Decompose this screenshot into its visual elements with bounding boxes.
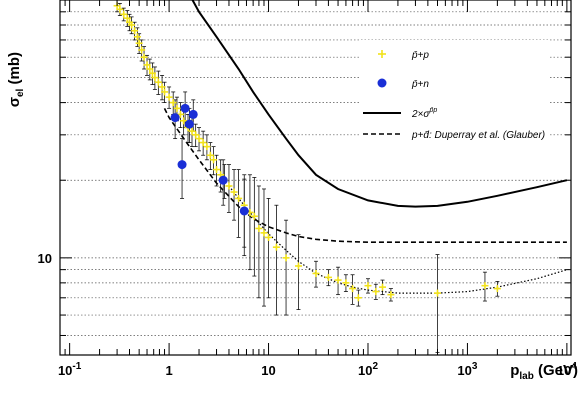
x-tick-label: 10 <box>261 363 275 378</box>
pbar-p-point <box>123 14 131 22</box>
pbar-p-point <box>354 294 362 302</box>
pbar-p-point <box>206 151 214 159</box>
pbar-p-point <box>230 188 238 196</box>
pbar-p-point <box>148 69 156 77</box>
pbar-p-point <box>116 5 124 13</box>
pbar-p-point <box>342 279 350 287</box>
tick-label-layer: 10-1 1 10 102 103 104 10 <box>38 251 578 378</box>
pbar-p-point <box>195 135 203 143</box>
pbar-p-point <box>138 46 146 54</box>
pbar-p-point <box>143 61 151 69</box>
pbar-n-point <box>170 113 180 123</box>
pbar-p-point <box>192 131 200 139</box>
pbar-p-point <box>165 93 173 101</box>
y-tick-label: 10 <box>38 251 52 266</box>
pbar-p-point <box>372 288 380 296</box>
pbar-n-point <box>177 160 187 170</box>
pbar-p-point <box>131 27 139 35</box>
pbar-p-point <box>225 182 233 190</box>
pbar-p-point <box>188 127 196 135</box>
pbar-p-point <box>203 143 211 151</box>
pbar-p-point <box>364 282 372 290</box>
x-tick-label: 104 <box>557 361 577 378</box>
pbar-p-point <box>255 224 263 232</box>
pbar-p-point <box>151 74 159 82</box>
pbar-p-point <box>481 282 489 290</box>
x-tick-label: 102 <box>358 361 378 378</box>
legend-label-pbar_n: p̄+n <box>411 79 429 90</box>
pbar-n-point <box>180 103 190 113</box>
pbar-p-point <box>140 53 148 61</box>
pbar-p-point <box>120 10 128 18</box>
fit-curve <box>228 185 568 294</box>
legend-label-glauber: p+d̄: Duperray et al. (Glauber) <box>411 130 545 141</box>
pbar-p-point <box>250 212 258 220</box>
pbar-p-point <box>324 273 332 281</box>
pbar-n-point <box>184 119 194 129</box>
pbar-p-point <box>294 262 302 270</box>
pbar-p-point <box>173 104 181 112</box>
pbar-n-point <box>218 175 228 185</box>
pbar-n-point <box>188 109 198 119</box>
pbar-n-point <box>239 206 249 216</box>
pbar-p-point <box>133 33 141 41</box>
pbar-p-point <box>158 83 166 91</box>
frame-layer <box>59 0 572 356</box>
legend-symbol-pbar_n <box>377 78 387 88</box>
pbar-p-point <box>334 276 342 284</box>
pbar-p-point <box>272 243 280 251</box>
x-axis-label: plab (GeV) <box>510 362 578 382</box>
legend-label-pbar_p: p̄+p <box>411 50 429 61</box>
marker-layer <box>113 2 501 302</box>
two-sigma-curve <box>191 0 568 208</box>
pbar-p-point <box>387 291 395 299</box>
pbar-p-point <box>169 99 177 107</box>
pbar-p-point <box>349 285 357 293</box>
legend-layer: p̄+pp̄+n2×σp̄pp+d̄: Duperray et al. (Gla… <box>360 40 550 148</box>
pbar-p-point <box>260 229 268 237</box>
grid-layer <box>60 0 571 336</box>
pbar-p-point <box>146 65 154 73</box>
legend-box <box>360 40 550 148</box>
pbar-p-point <box>235 194 243 202</box>
legend-symbol-pbar_p <box>378 50 386 58</box>
x-tick-label: 1 <box>165 363 172 378</box>
pbar-p-point <box>493 285 501 293</box>
pbar-p-point <box>433 289 441 297</box>
pbar-p-point <box>161 88 169 96</box>
x-tick-label: 103 <box>457 361 477 378</box>
pbar-p-point <box>213 166 221 174</box>
pbar-p-point <box>199 139 207 147</box>
pbar-p-point <box>312 269 320 277</box>
pbar-p-point <box>180 117 188 125</box>
pbar-p-point <box>135 39 143 47</box>
y-axis-label: σel (mb) <box>6 52 26 108</box>
pbar-p-point <box>210 156 218 164</box>
pbar-p-point <box>154 78 162 86</box>
pbar-p-point <box>379 283 387 291</box>
pbar-p-point <box>282 254 290 262</box>
pbar-p-point <box>128 21 136 29</box>
x-tick-label: 10-1 <box>58 361 82 378</box>
pbar-p-point <box>265 233 273 241</box>
